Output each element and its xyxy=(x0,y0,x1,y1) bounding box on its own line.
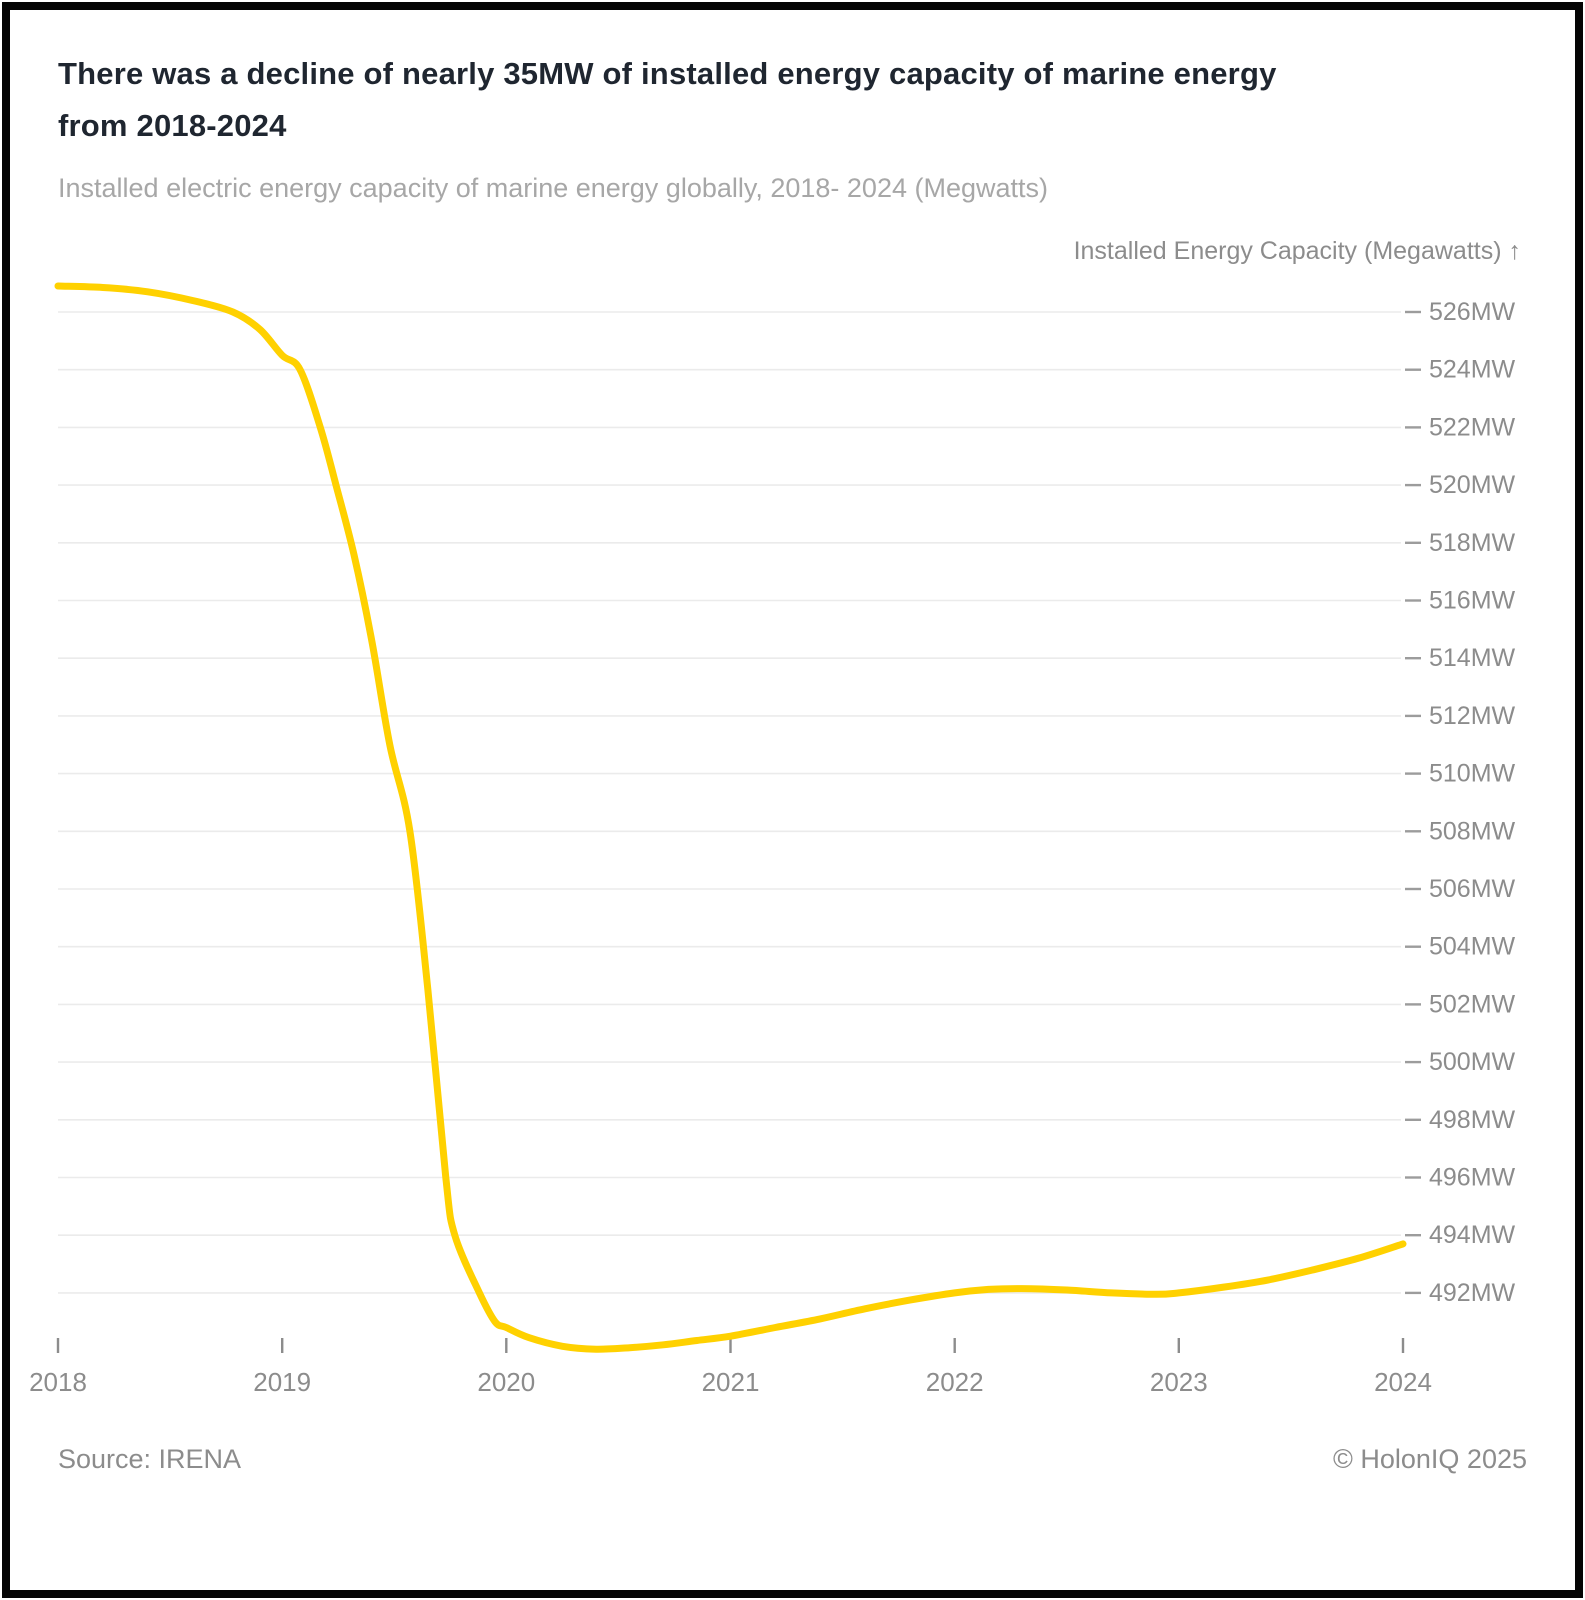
chart-title: There was a decline of nearly 35MW of in… xyxy=(58,48,1538,152)
chart-title-line1: There was a decline of nearly 35MW of in… xyxy=(58,56,1277,91)
y-tick-label: 526MW xyxy=(1429,298,1516,326)
y-tick-label: 518MW xyxy=(1429,529,1516,557)
source-note: Source: IRENA xyxy=(58,1444,242,1474)
y-tick-label: 502MW xyxy=(1429,990,1516,1018)
y-tick-label: 512MW xyxy=(1429,702,1516,730)
y-tick-label: 500MW xyxy=(1429,1048,1516,1076)
x-tick-label: 2022 xyxy=(926,1367,984,1397)
chart-subtitle: Installed electric energy capacity of ma… xyxy=(58,173,1049,203)
y-tick-label: 506MW xyxy=(1429,875,1516,903)
y-tick-label: 510MW xyxy=(1429,760,1516,788)
x-tick-label: 2023 xyxy=(1150,1367,1208,1397)
x-tick-label: 2024 xyxy=(1374,1367,1432,1397)
x-tick-label: 2020 xyxy=(477,1367,535,1397)
x-tick-label: 2021 xyxy=(702,1367,760,1397)
y-tick-label: 498MW xyxy=(1429,1106,1516,1134)
y-tick-label: 504MW xyxy=(1429,933,1516,961)
y-tick-label: 522MW xyxy=(1429,413,1516,441)
y-tick-label: 520MW xyxy=(1429,471,1516,499)
y-tick-label: 494MW xyxy=(1429,1221,1516,1249)
copyright-note: © HolonIQ 2025 xyxy=(1332,1444,1527,1474)
chart-title-line2: from 2018-2024 xyxy=(58,108,287,143)
y-axis-title: Installed Energy Capacity (Megawatts) ↑ xyxy=(1073,237,1521,265)
capacity-line xyxy=(54,282,1407,1353)
y-tick-label: 508MW xyxy=(1429,817,1516,845)
y-tick-label: 514MW xyxy=(1429,644,1516,672)
x-tick-label: 2019 xyxy=(253,1367,311,1397)
y-tick-label: 492MW xyxy=(1429,1279,1516,1307)
y-tick-label: 496MW xyxy=(1429,1164,1516,1192)
chart-canvas: 526MW 524MW 522MW 520MW 518MW 516MW 514MW 512MW… xyxy=(29,282,1516,1397)
x-tick-label: 2018 xyxy=(29,1367,87,1397)
y-tick-label: 516MW xyxy=(1429,587,1516,615)
y-tick-label: 524MW xyxy=(1429,356,1516,384)
